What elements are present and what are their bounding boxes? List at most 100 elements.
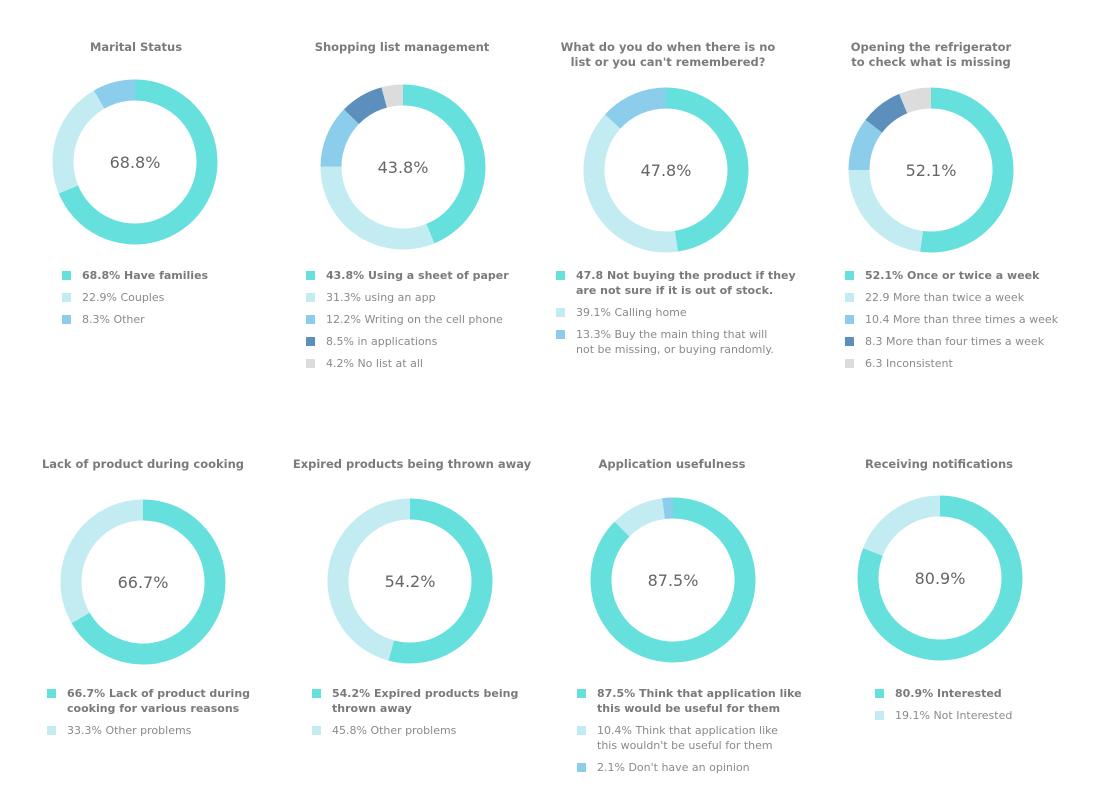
- legend-label: 8.5% in applications: [326, 335, 438, 348]
- donut-center-value: 80.9%: [915, 569, 966, 588]
- donut-slice-2: [60, 499, 144, 624]
- legend-label: 68.8% Have families: [82, 269, 209, 282]
- legend-swatch: [306, 337, 315, 346]
- legend-label: 31.3% using an app: [326, 291, 436, 304]
- legend-swatch: [306, 293, 315, 302]
- chart-legend: 66.7% Lack of product during cooking for…: [47, 686, 297, 745]
- donut-center-value: 54.2%: [385, 572, 436, 591]
- legend-item: 54.2% Expired products being thrown away: [312, 686, 562, 716]
- donut-slice-2: [327, 498, 411, 661]
- legend-label: 10.4% Think that application like this w…: [597, 724, 778, 752]
- donut-chart: 68.8%: [52, 79, 218, 245]
- legend-swatch: [47, 689, 56, 698]
- legend-label: 87.5% Think that application like this w…: [597, 687, 802, 715]
- legend-label: 54.2% Expired products being thrown away: [332, 687, 519, 715]
- legend-label: 43.8% Using a sheet of paper: [326, 269, 509, 282]
- legend-swatch: [845, 315, 854, 324]
- donut-chart: 52.1%: [848, 87, 1014, 253]
- donut-slice-1: [402, 84, 486, 244]
- donut-slice-2: [848, 169, 924, 252]
- chart-legend: 43.8% Using a sheet of paper 31.3% using …: [306, 268, 556, 378]
- donut-chart: 43.8%: [320, 84, 486, 250]
- legend-swatch: [47, 726, 56, 735]
- donut-slice-1: [71, 499, 226, 665]
- legend-label: 33.3% Other problems: [67, 724, 192, 737]
- legend-label: 19.1% Not Interested: [895, 709, 1013, 722]
- donut-center-value: 66.7%: [118, 573, 169, 592]
- donut-slice-3: [604, 87, 667, 129]
- legend-item: 43.8% Using a sheet of paper: [306, 268, 556, 283]
- donut-slice-4: [343, 87, 388, 125]
- legend-label: 8.3% Other: [82, 313, 145, 326]
- chart-legend: 54.2% Expired products being thrown away…: [312, 686, 562, 745]
- chart-legend: 47.8 Not buying the product if they are …: [556, 268, 806, 364]
- legend-label: 66.7% Lack of product during cooking for…: [67, 687, 251, 715]
- legend-swatch: [875, 711, 884, 720]
- chart-title: Expired products being thrown away: [292, 457, 532, 471]
- legend-swatch: [845, 271, 854, 280]
- legend-swatch: [577, 689, 586, 698]
- legend-label: 47.8 Not buying the product if they are …: [576, 269, 796, 297]
- legend-label: 39.1% Calling home: [576, 306, 687, 319]
- legend-item: 22.9 More than twice a week: [845, 290, 1095, 305]
- legend-label: 22.9 More than twice a week: [865, 291, 1025, 304]
- legend-item: 45.8% Other problems: [312, 723, 562, 738]
- chart-title: Receiving notifications: [864, 457, 1014, 471]
- legend-swatch: [556, 271, 565, 280]
- legend-swatch: [306, 315, 315, 324]
- legend-item: 8.5% in applications: [306, 334, 556, 349]
- donut-center-value: 52.1%: [906, 161, 957, 180]
- legend-swatch: [845, 359, 854, 368]
- legend-item: 12.2% Writing on the cell phone: [306, 312, 556, 327]
- donut-slice-5: [381, 84, 404, 108]
- chart-title: Marital Status: [89, 40, 183, 54]
- legend-swatch: [845, 337, 854, 346]
- legend-item: 10.4% Think that application like this w…: [577, 723, 827, 753]
- legend-swatch: [62, 271, 71, 280]
- legend-label: 80.9% Interested: [895, 687, 1002, 700]
- donut-chart: 47.8%: [583, 87, 749, 253]
- legend-swatch: [556, 308, 565, 317]
- legend-label: 13.3% Buy the main thing that will not b…: [576, 328, 774, 356]
- chart-legend: 80.9% Interested 19.1% Not Interested: [875, 686, 1098, 730]
- donut-slice-5: [899, 87, 932, 114]
- legend-swatch: [306, 359, 315, 368]
- donut-slice-1: [590, 497, 756, 663]
- legend-label: 45.8% Other problems: [332, 724, 457, 737]
- legend-item: 8.3% Other: [62, 312, 312, 327]
- legend-swatch: [577, 763, 586, 772]
- legend-label: 10.4 More than three times a week: [865, 313, 1059, 326]
- chart-legend: 87.5% Think that application like this w…: [577, 686, 827, 782]
- donut-slice-1: [58, 79, 218, 245]
- legend-swatch: [312, 689, 321, 698]
- donut-slice-1: [857, 495, 1023, 661]
- donut-slice-4: [865, 93, 908, 133]
- chart-title: Shopping list management: [314, 40, 490, 54]
- legend-swatch: [845, 293, 854, 302]
- donut-slice-2: [52, 90, 105, 194]
- donut-slice-2: [863, 495, 941, 557]
- legend-item: 2.1% Don't have an opinion: [577, 760, 827, 775]
- legend-label: 2.1% Don't have an opinion: [597, 761, 750, 774]
- legend-item: 8.3 More than four times a week: [845, 334, 1095, 349]
- legend-item: 22.9% Couples: [62, 290, 312, 305]
- chart-title: What do you do when there is no list or …: [560, 40, 776, 69]
- donut-center-value: 68.8%: [110, 153, 161, 172]
- legend-item: 39.1% Calling home: [556, 305, 806, 320]
- legend-item: 80.9% Interested: [875, 686, 1098, 701]
- chart-title: Lack of product during cooking: [41, 457, 245, 471]
- donut-chart: 54.2%: [327, 498, 493, 664]
- legend-item: 19.1% Not Interested: [875, 708, 1098, 723]
- donut-center-value: 43.8%: [378, 158, 429, 177]
- legend-item: 13.3% Buy the main thing that will not b…: [556, 327, 806, 357]
- chart-legend: 68.8% Have families 22.9% Couples 8.3% Oth…: [62, 268, 312, 334]
- donut-chart: 80.9%: [857, 495, 1023, 661]
- legend-item: 68.8% Have families: [62, 268, 312, 283]
- legend-item: 10.4 More than three times a week: [845, 312, 1095, 327]
- legend-label: 6.3 Inconsistent: [865, 357, 953, 370]
- donut-slice-2: [320, 166, 435, 250]
- legend-label: 4.2% No list at all: [326, 357, 423, 370]
- legend-label: 52.1% Once or twice a week: [865, 269, 1040, 282]
- legend-label: 22.9% Couples: [82, 291, 165, 304]
- legend-swatch: [62, 293, 71, 302]
